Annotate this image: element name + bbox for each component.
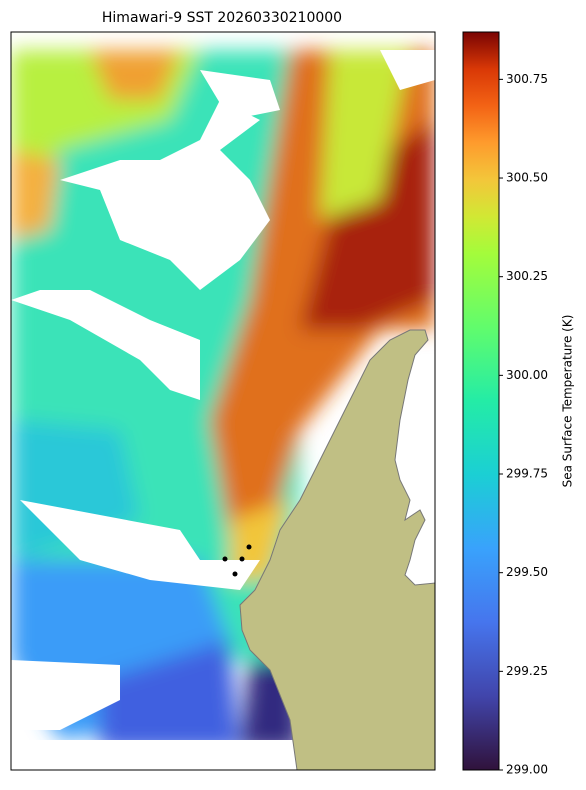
- colorbar-tick-label: 299.00: [506, 763, 548, 777]
- colorbar-tick-label: 300.25: [506, 269, 548, 283]
- stations: [222, 544, 252, 577]
- colorbar-tick-label: 300.00: [506, 368, 548, 382]
- colorbar-tick-label: 299.75: [506, 467, 548, 481]
- colorbar-tick-label: 300.50: [506, 171, 548, 185]
- map-title: Himawari-9 SST 20260330210000: [102, 10, 342, 26]
- colorbar-tick-label: 299.25: [506, 664, 548, 678]
- sst-field: [11, 50, 435, 770]
- colorbar-tick-label: 300.75: [506, 72, 548, 86]
- land: [239, 329, 436, 771]
- colorbar-label: Sea Surface Temperature (K): [561, 315, 575, 488]
- colorbar: [462, 31, 500, 771]
- colorbar-tick-label: 299.50: [506, 565, 548, 579]
- map-frame: [10, 31, 436, 771]
